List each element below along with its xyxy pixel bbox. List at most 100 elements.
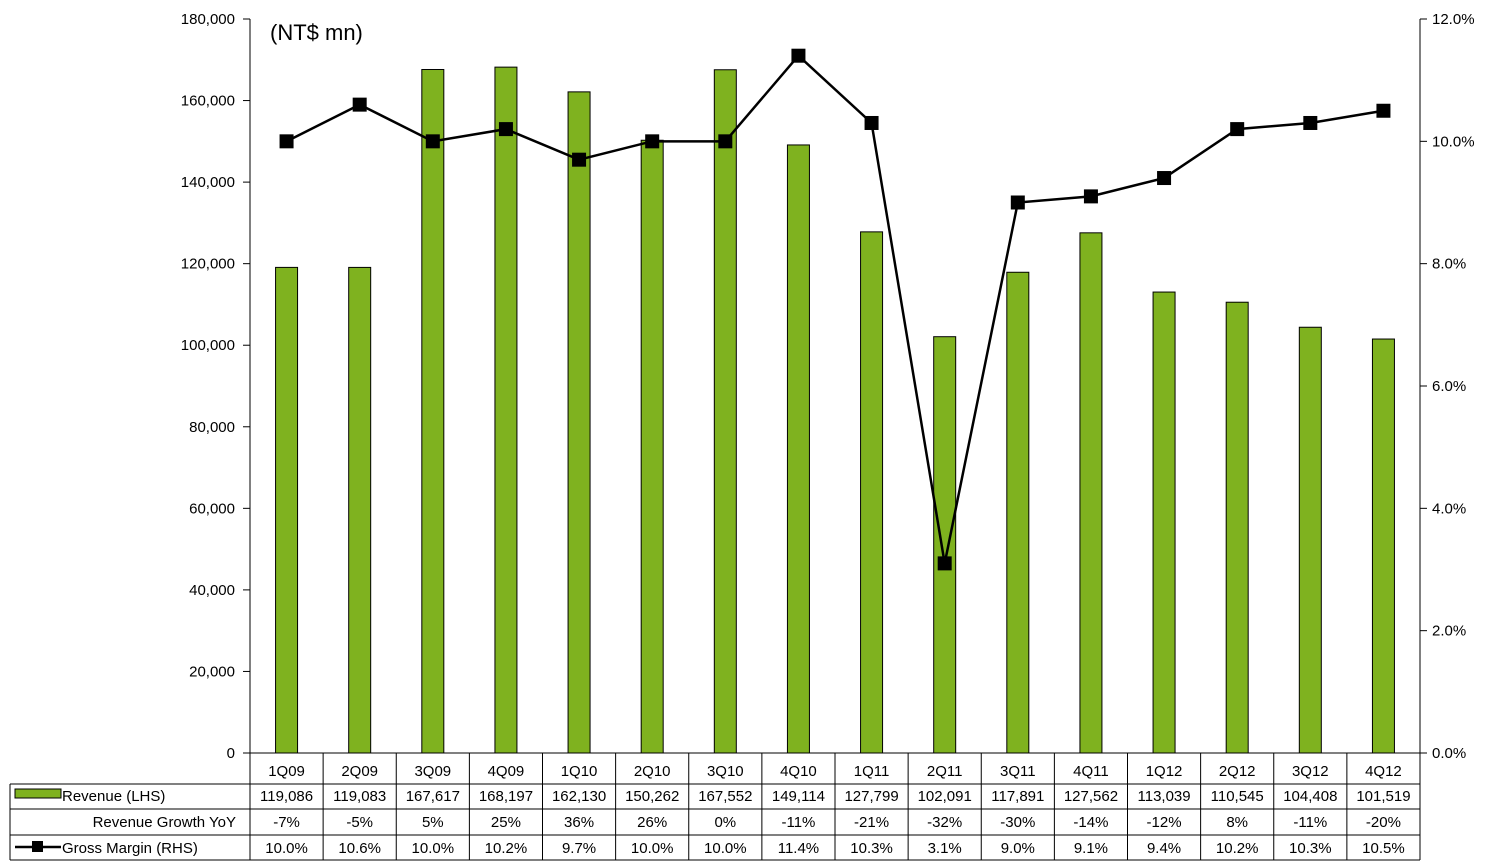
legend-revenue-label: Revenue (LHS) xyxy=(62,788,165,805)
category-label: 1Q10 xyxy=(561,763,598,780)
gross-margin-point xyxy=(498,122,513,137)
revenue-bar xyxy=(275,266,299,754)
growth-value-label: 26% xyxy=(637,814,667,831)
growth-value-label: 25% xyxy=(491,814,521,831)
growth-value-label: -32% xyxy=(927,814,962,831)
margin-value-label: 9.4% xyxy=(1147,840,1181,857)
category-label: 3Q10 xyxy=(707,763,744,780)
margin-value-label: 10.6% xyxy=(338,840,381,857)
category-label: 4Q11 xyxy=(1073,763,1109,780)
revenue-bar xyxy=(1152,291,1176,754)
right-tick-label: 8.0% xyxy=(1432,256,1466,273)
growth-value-label: -30% xyxy=(1000,814,1035,831)
margin-value-label: 9.0% xyxy=(1001,840,1035,857)
growth-value-label: -21% xyxy=(854,814,889,831)
growth-row-label: Revenue Growth YoY xyxy=(93,814,236,831)
revenue-bar xyxy=(1006,271,1030,754)
right-axis: 0.0% 2.0% 4.0% 6.0% 8.0% 10.0% 12.0% xyxy=(1419,11,1475,762)
growth-value-label: -7% xyxy=(273,814,300,831)
revenue-bar xyxy=(640,139,664,754)
right-tick-label: 10.0% xyxy=(1432,133,1475,150)
category-label: 4Q12 xyxy=(1365,763,1402,780)
unit-label: (NT$ mn) xyxy=(270,20,363,45)
revenue-value-label: 150,262 xyxy=(625,788,679,805)
category-label: 3Q11 xyxy=(1000,763,1036,780)
margin-value-label: 10.0% xyxy=(631,840,674,857)
revenue-bar xyxy=(786,144,810,754)
left-tick-label: 0 xyxy=(227,745,235,762)
revenue-bars xyxy=(275,66,1395,754)
revenue-bar xyxy=(1225,301,1249,754)
right-tick-label: 0.0% xyxy=(1432,745,1466,762)
category-label: 2Q10 xyxy=(634,763,671,780)
revenue-value-label: 168,197 xyxy=(479,788,533,805)
margin-value-label: 3.1% xyxy=(928,840,962,857)
revenue-value-label: 104,408 xyxy=(1283,788,1337,805)
gross-margin-point xyxy=(1303,115,1318,130)
gross-margin-point xyxy=(1083,189,1098,204)
category-label: 3Q12 xyxy=(1292,763,1329,780)
margin-value-label: 10.2% xyxy=(1216,840,1259,857)
revenue-value-label: 102,091 xyxy=(918,788,972,805)
growth-value-label: -20% xyxy=(1366,814,1401,831)
gross-margin-point xyxy=(1376,103,1391,118)
revenue-value-label: 167,552 xyxy=(698,788,752,805)
category-label: 4Q09 xyxy=(488,763,525,780)
growth-value-label: 36% xyxy=(564,814,594,831)
margin-value-label: 10.0% xyxy=(704,840,747,857)
margin-value-label: 10.0% xyxy=(412,840,455,857)
growth-value-label: -12% xyxy=(1147,814,1182,831)
growth-value-label: 0% xyxy=(714,814,736,831)
gross-margin-point xyxy=(1230,122,1245,137)
revenue-bar xyxy=(860,231,884,754)
margin-value-label: 9.7% xyxy=(562,840,596,857)
left-tick-label: 40,000 xyxy=(189,582,235,599)
margin-value-label: 11.4% xyxy=(778,840,819,857)
gross-margin-point xyxy=(791,48,806,63)
category-label: 3Q09 xyxy=(414,763,451,780)
data-table: 1Q09 2Q09 3Q09 4Q09 1Q10 2Q10 3Q10 4Q10 1Q11 2Q11… xyxy=(9,752,1421,861)
category-label: 4Q10 xyxy=(780,763,817,780)
gross-margin-point xyxy=(645,134,660,149)
category-label: 2Q12 xyxy=(1219,763,1256,780)
revenue-value-label: 127,799 xyxy=(844,788,898,805)
margin-value-label: 9.1% xyxy=(1074,840,1108,857)
gross-margin-point xyxy=(1157,171,1172,186)
left-tick-label: 80,000 xyxy=(189,419,235,436)
left-axis: 0 20,000 40,000 60,000 80,000 100,000 120,000 1… xyxy=(181,11,251,762)
revenue-bar xyxy=(1298,326,1322,754)
gross-margin-point xyxy=(425,134,440,149)
revenue-bar xyxy=(348,266,372,754)
revenue-value-label: 149,114 xyxy=(772,788,825,805)
revenue-value-label: 162,130 xyxy=(552,788,606,805)
left-tick-label: 20,000 xyxy=(189,663,235,680)
growth-value-label: -14% xyxy=(1073,814,1108,831)
revenue-value-label: 167,617 xyxy=(406,788,460,805)
gross-margin-point xyxy=(937,556,952,571)
growth-value-label: -11% xyxy=(781,814,815,831)
margin-value-label: 10.5% xyxy=(1362,840,1405,857)
category-label: 2Q11 xyxy=(927,763,963,780)
revenue-bar xyxy=(713,69,737,754)
legend-margin-label: Gross Margin (RHS) xyxy=(62,840,198,857)
left-tick-label: 160,000 xyxy=(181,93,235,110)
gross-margin-point xyxy=(279,134,294,149)
category-label: 1Q12 xyxy=(1146,763,1183,780)
revenue-value-label: 101,519 xyxy=(1356,788,1410,805)
growth-value-label: 5% xyxy=(422,814,444,831)
legend-revenue-swatch xyxy=(14,788,62,799)
gross-margin-point xyxy=(864,115,879,130)
revenue-bar xyxy=(1079,232,1103,754)
right-tick-label: 6.0% xyxy=(1432,378,1466,395)
right-tick-label: 4.0% xyxy=(1432,500,1466,517)
category-label: 1Q11 xyxy=(854,763,890,780)
revenue-value-label: 110,545 xyxy=(1211,788,1264,805)
gross-margin-line xyxy=(279,48,1391,571)
gross-margin-polyline xyxy=(286,53,1384,564)
left-tick-label: 140,000 xyxy=(181,174,235,191)
growth-value-label: 8% xyxy=(1226,814,1248,831)
gross-margin-point xyxy=(352,97,367,112)
left-tick-label: 100,000 xyxy=(181,337,235,354)
margin-value-label: 10.2% xyxy=(485,840,528,857)
